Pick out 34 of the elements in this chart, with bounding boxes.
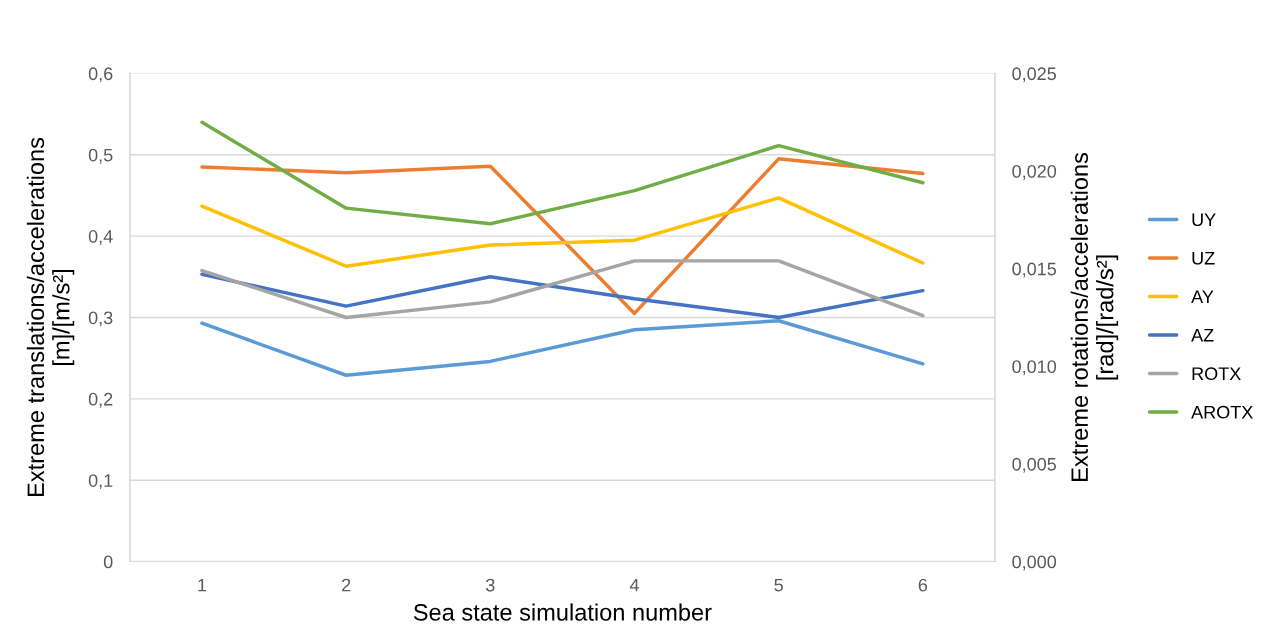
line-series [200, 319, 925, 377]
y2-tick-label: 0,010 [1012, 360, 1057, 376]
x-tick-label: 4 [629, 578, 639, 592]
x-tick-label: 5 [774, 578, 783, 592]
y2-axis-title: Extreme rotations/accelerations [rad]/[rad/s²] [1070, 152, 1119, 481]
y-tick-label: 0,4 [88, 230, 113, 245]
y-tick-label: 0,2 [88, 392, 113, 408]
y2-tick-label: 0,000 [1012, 555, 1057, 571]
y-tick-label: 0,6 [88, 67, 113, 83]
y-tick-label: 0,5 [88, 148, 113, 164]
legend-label: AZ [1191, 328, 1214, 342]
y-tick-label: 0,1 [88, 474, 113, 490]
line-series [200, 157, 925, 316]
x-tick-label: 6 [918, 578, 928, 592]
line-series [200, 272, 925, 320]
y2-tick-label: 0,015 [1012, 262, 1057, 278]
y-tick-label: 0,3 [88, 311, 113, 327]
x-axis-title: Sea state simulation number [413, 603, 712, 621]
x-tick-label: 1 [198, 578, 207, 592]
line-series [200, 120, 925, 226]
x-tick-label: 2 [342, 578, 351, 592]
y2-tick-label: 0,020 [1012, 164, 1057, 180]
legend-label: AROTX [1191, 405, 1253, 419]
y2-tick-label: 0,005 [1012, 457, 1057, 473]
legend-label: UY [1192, 213, 1216, 227]
line-series [200, 259, 925, 320]
y-tick-label: 0 [103, 555, 113, 569]
x-tick-label: 3 [485, 578, 495, 592]
y-axis-title: Extreme translations/accelerations [m]/[m/s²] [26, 137, 75, 496]
y2-tick-label: 0,025 [1012, 67, 1057, 83]
legend-label: UZ [1192, 251, 1215, 265]
legend-label: ROTX [1192, 367, 1241, 381]
legend-label: AY [1191, 290, 1214, 303]
line-series [200, 196, 925, 268]
